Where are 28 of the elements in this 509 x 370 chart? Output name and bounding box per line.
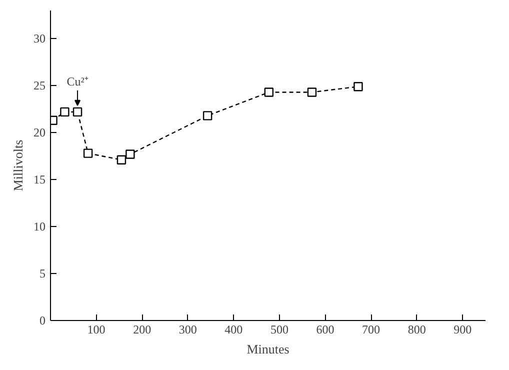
point — [126, 150, 135, 159]
point — [60, 107, 70, 117]
x-tick-label: 200 — [133, 322, 152, 336]
y-axis-title: Millivolts — [10, 140, 26, 192]
point — [264, 88, 274, 97]
y-tick-label: 20 — [34, 126, 46, 140]
x-tick-label: 400 — [224, 322, 243, 336]
point — [72, 107, 82, 117]
x-axis-title: Minutes — [246, 342, 290, 356]
x-tick-label: 500 — [270, 322, 288, 336]
y-tick-label: 5 — [40, 266, 46, 281]
point — [307, 88, 317, 97]
x-tick-label: 100 — [87, 322, 106, 336]
y-tick-label: 25 — [34, 78, 46, 93]
point — [83, 148, 93, 158]
x-tick-label: 700 — [362, 322, 380, 336]
annotation: Cu²⁺ — [66, 74, 88, 88]
point — [116, 155, 126, 164]
y-tick-label: 15 — [34, 172, 46, 187]
point — [354, 82, 363, 92]
x-tick-label: 300 — [178, 322, 197, 336]
point — [202, 111, 212, 120]
y-tick-label: 0 — [40, 314, 46, 328]
x-tick-label: 800 — [408, 322, 426, 336]
y-tick-label: 30 — [34, 32, 46, 46]
x-tick-label: 900 — [454, 322, 472, 336]
x-tick-label: 600 — [316, 322, 334, 336]
y-tick-label: 10 — [34, 220, 46, 234]
